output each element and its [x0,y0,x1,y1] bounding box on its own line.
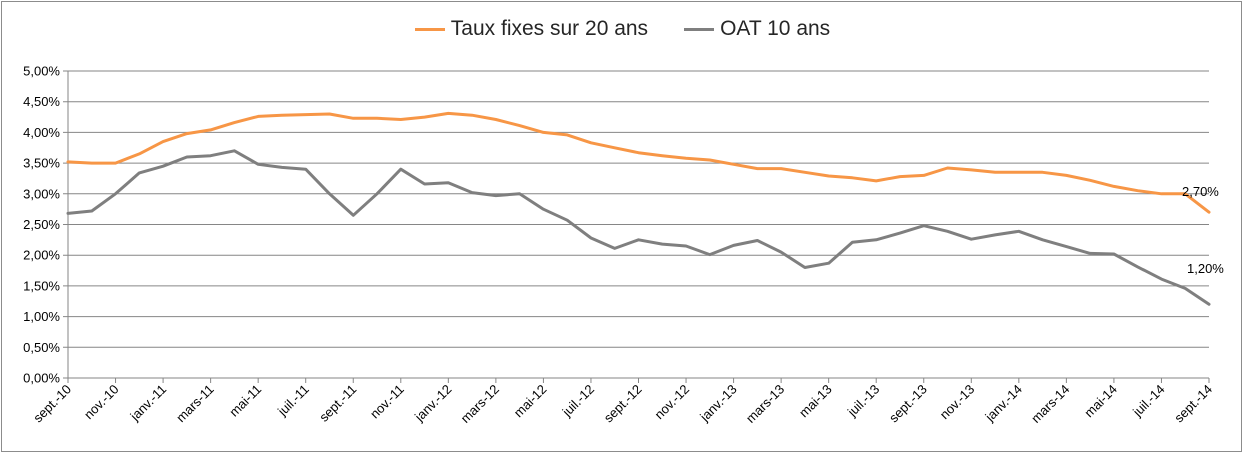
x-tick-label: janv.-14 [982,382,1025,425]
x-tick-label: mai-14 [1081,382,1120,421]
end-value-label: 1,20% [1187,261,1224,276]
series-oat-line [66,149,1211,306]
x-tick-label: mars-14 [1028,382,1072,426]
x-tick-label: sept.-12 [601,382,645,426]
y-tick-label: 4,50% [23,94,60,109]
x-tick-label: janv.-11 [127,382,170,425]
y-tick-label: 1,00% [23,309,60,324]
x-tick-label: mars-11 [173,382,217,426]
chart-legend: Taux fixes sur 20 ans OAT 10 ans [0,17,1245,41]
legend-label: Taux fixes sur 20 ans [450,17,649,40]
y-tick-label: 0,00% [23,371,60,386]
data-labels: 2,70% 1,20% [1182,184,1224,276]
legend-item-oat: OAT 10 ans [684,17,830,41]
x-tick-label: sept.-11 [316,382,359,425]
x-tick-label: janv.-13 [696,382,739,425]
x-tick-label: sept.-14 [1171,382,1215,426]
x-tick-label: nov.-11 [367,382,407,422]
legend-swatch-orange [414,27,445,31]
x-tick-label: nov.-10 [81,382,122,423]
series-taux-fixes-line [66,111,1211,214]
data-series [66,111,1211,306]
x-tick-label: juil.-13 [844,382,882,420]
y-tick-label: 4,00% [23,125,60,140]
x-tick-label: mai-12 [511,382,550,421]
legend-item-taux-fixes: Taux fixes sur 20 ans [414,17,649,41]
y-tick-label: 1,50% [23,278,60,293]
x-tick-label: juil.-12 [559,382,597,420]
x-tick-label: janv.-12 [411,382,454,425]
x-tick-label: mars-12 [458,382,502,426]
y-tick-label: 3,00% [23,186,60,201]
x-tick-label: nov.-13 [937,382,978,423]
x-tick-label: mai-11 [226,382,264,420]
y-tick-label: 2,00% [23,248,60,263]
legend-label: OAT 10 ans [720,17,831,40]
end-value-label: 2,70% [1182,184,1219,199]
y-tick-label: 2,50% [23,217,60,232]
y-tick-label: 0,50% [23,340,60,355]
y-tick-label: 5,00% [23,64,60,79]
x-tick-label: juil.-14 [1129,382,1167,420]
x-tick-label: juil.-11 [274,382,312,420]
x-tick-label: mars-13 [743,382,787,426]
x-axis: sept.-10 nov.-10 janv.-11 mars-11 mai-11 juil… [30,378,1215,426]
x-tick-label: mai-13 [796,382,835,421]
x-tick-label: nov.-12 [652,382,693,423]
legend-swatch-gray [684,27,715,31]
gridlines [63,70,1209,379]
x-tick-label: sept.-13 [886,382,930,426]
y-tick-label: 3,50% [23,156,60,171]
y-axis: 0,00% 0,50% 1,00% 1,50% 2,00% 2,50% 3,00% 3,50%… [23,64,69,386]
x-tick-label: sept.-10 [30,382,74,426]
